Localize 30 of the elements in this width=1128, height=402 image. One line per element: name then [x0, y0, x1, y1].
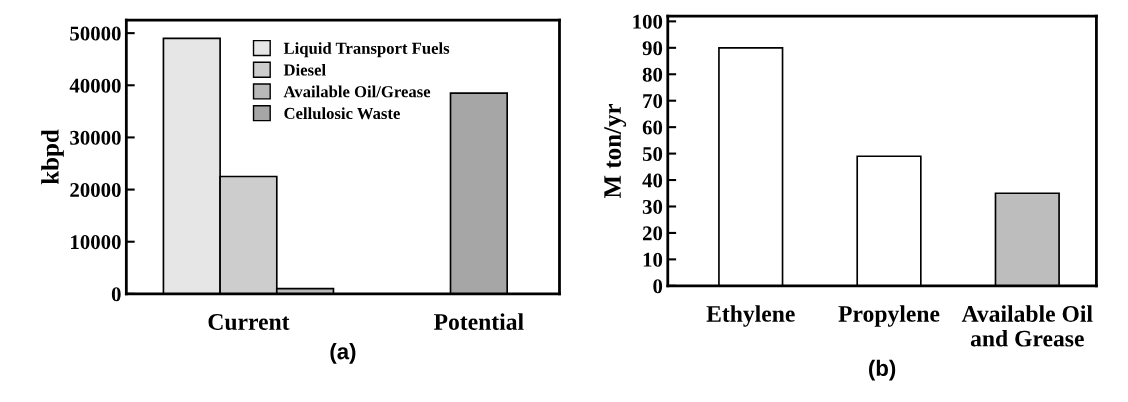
y-tick-label: 60	[642, 120, 663, 135]
y-tick-label: 0	[111, 287, 121, 302]
y-tick-label: 0	[653, 279, 663, 294]
y-tick-label: 30000	[70, 130, 121, 145]
y-tick-label: 20	[642, 226, 663, 241]
y-tick-label: 50000	[70, 26, 121, 41]
y-axis-title: M ton/yr	[604, 103, 627, 199]
y-tick-label: 10000	[71, 235, 121, 250]
legend-label: Cellulosic Waste	[284, 107, 400, 120]
x-tick-label: Current	[208, 314, 290, 330]
y-tick-label: 30	[642, 199, 663, 214]
x-axis-title: (b)	[869, 359, 896, 381]
y-tick-label: 70	[643, 94, 663, 109]
legend-label: Diesel	[283, 63, 326, 76]
legend-label: Liquid Transport Fuels	[283, 42, 450, 58]
y-axis-title: kbpd	[41, 129, 64, 185]
x-tick-label: Available Oil and Grease	[961, 305, 1093, 347]
legend-label: Available Oil/Grease	[283, 85, 431, 98]
y-tick-label: 40	[642, 173, 663, 188]
y-tick-label: 80	[642, 67, 663, 82]
y-tick-label: 90	[642, 41, 663, 56]
y-tick-label: 50	[642, 146, 663, 162]
y-tick-label: 10	[643, 252, 663, 267]
x-tick-label: Potential	[434, 313, 524, 330]
y-tick-label: 100	[633, 14, 663, 29]
y-tick-label: 40000	[69, 78, 121, 93]
x-axis-title: (a)	[330, 343, 356, 364]
x-tick-label: Ethylene	[706, 305, 795, 327]
y-tick-label: 20000	[70, 182, 121, 197]
x-tick-label: Propylene	[838, 305, 940, 327]
